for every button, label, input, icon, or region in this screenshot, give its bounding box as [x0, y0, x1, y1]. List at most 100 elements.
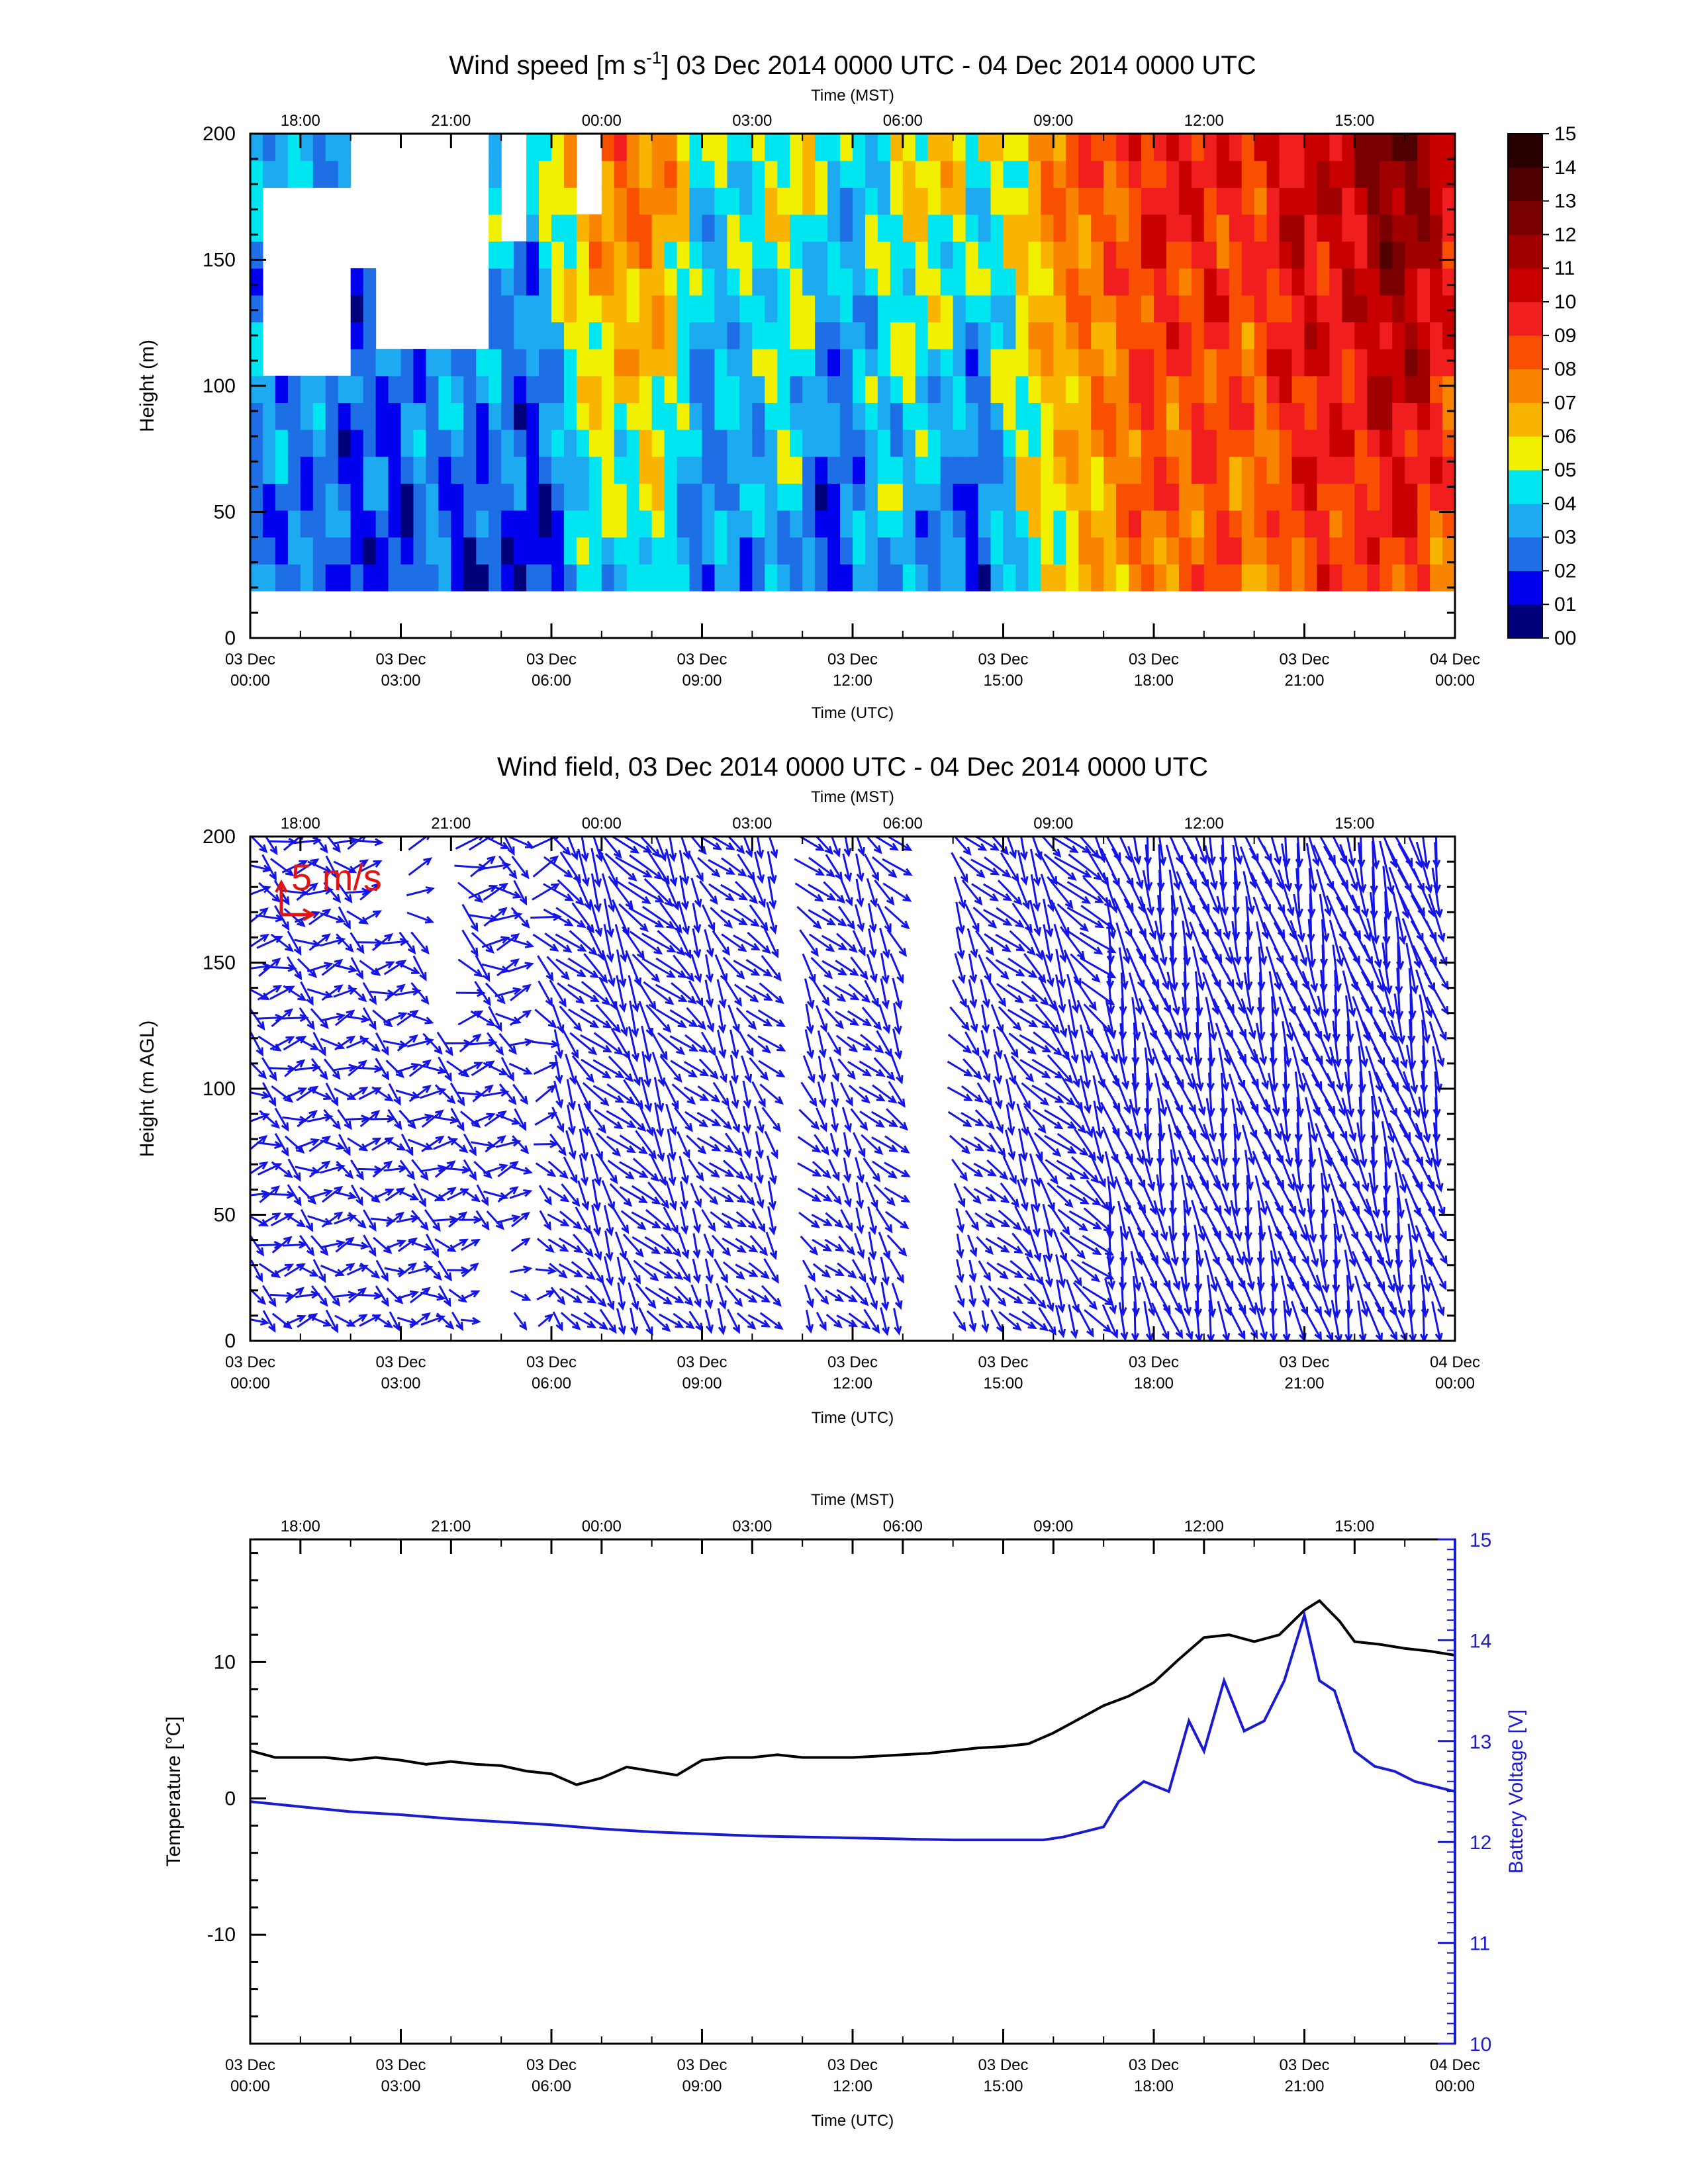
- utc-date-label: 03 Dec: [375, 651, 426, 668]
- contour-cell: [940, 402, 954, 430]
- wind-vector: [1178, 1302, 1193, 1339]
- wind-vector: [653, 1128, 664, 1161]
- wind-vector-head: [1235, 980, 1244, 991]
- wind-vector-head: [411, 966, 421, 974]
- contour-cell: [1141, 322, 1154, 349]
- wind-vector: [873, 1057, 895, 1080]
- wind-vector-head: [1149, 931, 1157, 940]
- contour-cell: [514, 241, 527, 269]
- wind-vector-head: [835, 1244, 845, 1252]
- wind-vector-head: [901, 1195, 911, 1203]
- wind-vector: [1161, 1050, 1184, 1087]
- wind-vector: [1158, 837, 1165, 864]
- contour-cell: [664, 349, 678, 377]
- wind-vector-head: [308, 1110, 318, 1118]
- wind-vector: [1068, 1210, 1101, 1230]
- wind-vector: [383, 1040, 406, 1047]
- wind-vector-head: [957, 950, 965, 960]
- wind-vector-head: [986, 1219, 996, 1228]
- wind-vector-head: [718, 999, 727, 1009]
- wind-vector: [665, 1103, 677, 1134]
- contour-cell: [1241, 456, 1255, 484]
- wind-vector: [1353, 1148, 1369, 1191]
- contour-cell: [827, 241, 841, 269]
- wind-vector-head: [1182, 1007, 1190, 1017]
- wind-vector: [971, 883, 998, 901]
- contour-cell: [1078, 214, 1092, 242]
- wind-vector: [395, 1064, 419, 1073]
- contour-cell: [689, 160, 703, 188]
- wind-vector-head: [1384, 985, 1393, 995]
- contour-cell: [827, 564, 841, 592]
- wind-vector: [831, 837, 840, 856]
- contour-cell: [1329, 241, 1342, 269]
- wind-vector: [350, 1184, 363, 1205]
- wind-vector-head: [1244, 1206, 1253, 1216]
- wind-vector: [1301, 1072, 1320, 1115]
- contour-cell: [1317, 187, 1331, 215]
- wind-vector: [970, 858, 998, 876]
- wind-vector-head: [486, 1113, 496, 1120]
- contour-cell: [262, 537, 276, 565]
- wind-vector-head: [614, 1046, 624, 1056]
- wind-vector: [1378, 1096, 1394, 1142]
- wind-vector: [419, 1064, 445, 1073]
- contour-cell: [601, 241, 615, 269]
- contour-cell: [1229, 349, 1243, 377]
- contour-cell: [802, 402, 816, 430]
- wind-vector: [1308, 868, 1313, 916]
- wind-vector-head: [831, 1072, 840, 1083]
- contour-cell: [551, 241, 565, 269]
- wind-vector-head: [684, 1297, 694, 1306]
- wind-vector-head: [346, 1035, 356, 1044]
- contour-cell: [1417, 349, 1430, 377]
- wind-vector-head: [296, 1059, 306, 1068]
- wind-vector-head: [806, 1024, 814, 1035]
- wind-vector: [498, 855, 517, 878]
- wind-vector: [1021, 1310, 1048, 1331]
- wind-vector: [654, 1102, 663, 1136]
- contour-cell: [588, 430, 602, 457]
- wind-vector: [332, 964, 356, 972]
- contour-cell: [1066, 430, 1079, 457]
- contour-cell: [1078, 241, 1092, 269]
- wind-vector-head: [590, 994, 600, 1003]
- contour-cell: [1154, 430, 1167, 457]
- wind-vector-head: [858, 1273, 867, 1283]
- wind-vector-head: [724, 919, 733, 929]
- wind-vector: [359, 960, 380, 976]
- wind-vector: [756, 837, 763, 858]
- wind-vector: [1371, 841, 1376, 893]
- contour-cell: [953, 160, 966, 188]
- contour-cell: [765, 134, 778, 161]
- wind-vector: [835, 1011, 858, 1026]
- wind-vector: [1066, 974, 1078, 1012]
- contour-cell: [702, 241, 716, 269]
- wind-vector-head: [1055, 1071, 1064, 1079]
- contour-cell: [1254, 214, 1268, 242]
- wind-vector: [842, 853, 851, 880]
- wind-vector-head: [821, 1146, 829, 1156]
- contour-cell: [563, 564, 577, 592]
- contour-cell: [1291, 564, 1305, 592]
- contour-cell: [689, 322, 703, 349]
- wind-vector-head: [671, 901, 679, 911]
- contour-cell: [990, 456, 1004, 484]
- contour-cell: [1442, 402, 1455, 430]
- wind-vector-head: [1033, 1177, 1041, 1187]
- wind-vector-head: [987, 1144, 997, 1153]
- wind-vector: [1225, 1277, 1246, 1313]
- contour-cell: [1178, 430, 1192, 457]
- wind-vector: [285, 1287, 304, 1304]
- wind-vector: [470, 1010, 494, 1026]
- wind-vector: [768, 837, 777, 857]
- wind-vector-head: [1321, 933, 1330, 943]
- contour-cell: [853, 564, 866, 592]
- wind-vector-head: [473, 1215, 483, 1224]
- contour-cell: [739, 322, 753, 349]
- wind-vector: [1342, 970, 1355, 1016]
- wind-vector-head: [605, 1251, 614, 1262]
- wind-vector: [998, 1311, 1021, 1330]
- wind-vector-head: [720, 1274, 728, 1284]
- wind-vector: [1274, 1201, 1297, 1239]
